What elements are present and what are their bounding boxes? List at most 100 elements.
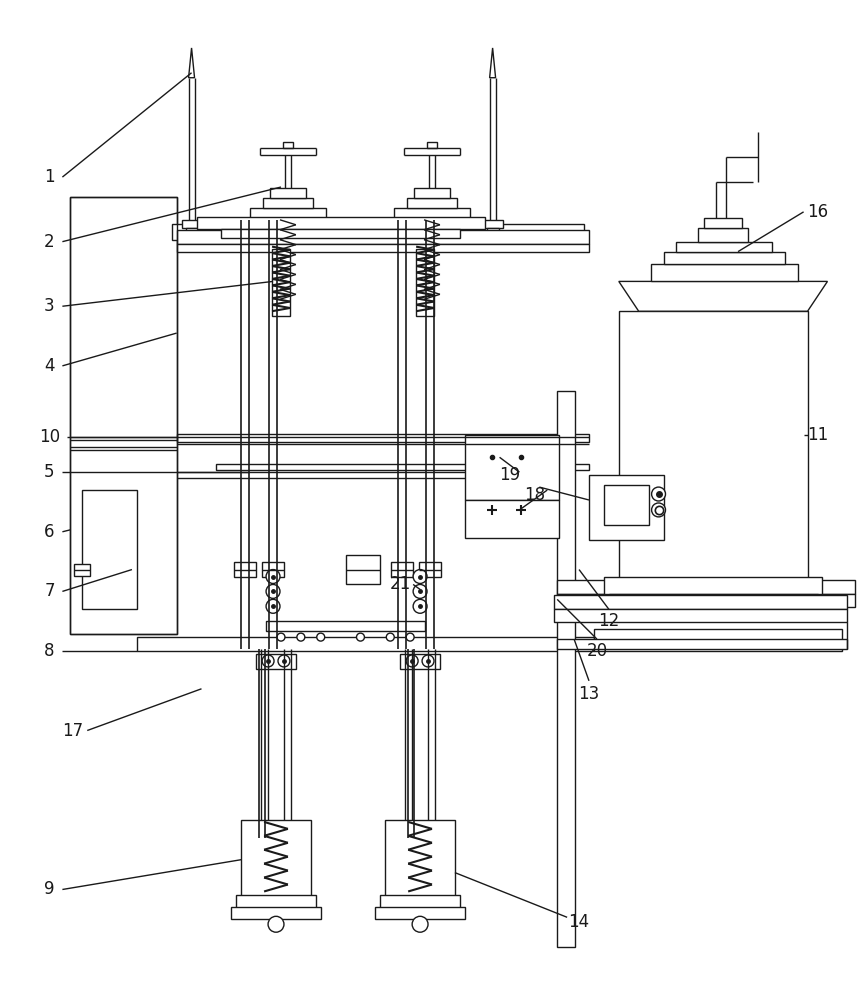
Polygon shape [619, 281, 827, 311]
Bar [427, 142, 437, 148]
Bar [380, 895, 460, 909]
Text: 21: 21 [390, 575, 410, 593]
Bar [231, 907, 320, 919]
Bar [272, 249, 290, 316]
Bar [400, 654, 440, 669]
Bar [171, 224, 584, 240]
Bar [266, 621, 425, 631]
Bar [394, 208, 469, 220]
Bar [704, 218, 742, 228]
Circle shape [278, 655, 290, 667]
Bar [375, 907, 465, 919]
Bar [182, 220, 202, 228]
Circle shape [413, 584, 427, 598]
Bar [391, 562, 413, 577]
Text: 6: 6 [44, 523, 55, 541]
Text: 19: 19 [499, 466, 520, 484]
Circle shape [266, 570, 280, 583]
Bar [482, 220, 502, 228]
Circle shape [386, 633, 394, 641]
Bar [557, 594, 856, 607]
Text: 7: 7 [44, 582, 55, 600]
Bar [487, 228, 499, 234]
Bar [263, 198, 313, 208]
Text: 17: 17 [61, 722, 83, 740]
Bar [283, 142, 293, 148]
Bar [469, 440, 540, 490]
Bar [619, 311, 808, 579]
Bar [70, 197, 177, 634]
Circle shape [268, 916, 284, 932]
Bar [594, 629, 843, 641]
Circle shape [485, 450, 499, 464]
Bar [698, 228, 748, 242]
Bar [346, 555, 380, 584]
Bar [419, 562, 441, 577]
Bar [82, 490, 137, 609]
Circle shape [266, 599, 280, 613]
Bar [557, 391, 575, 947]
Text: 14: 14 [568, 913, 590, 931]
Bar [385, 820, 455, 899]
Bar [74, 564, 90, 576]
Bar [177, 434, 589, 442]
Bar [594, 641, 843, 651]
Bar [242, 820, 311, 899]
Circle shape [406, 655, 418, 667]
Text: 13: 13 [578, 685, 599, 703]
Circle shape [317, 633, 325, 641]
Bar [604, 485, 649, 525]
Circle shape [413, 570, 427, 583]
Circle shape [651, 487, 665, 501]
Bar [256, 654, 296, 669]
Bar [604, 577, 823, 594]
Bar [177, 230, 589, 244]
Text: 11: 11 [807, 426, 828, 444]
Bar [554, 609, 847, 622]
Text: 4: 4 [44, 357, 55, 375]
Bar [185, 228, 197, 234]
Bar [414, 188, 450, 198]
Circle shape [262, 655, 274, 667]
Bar [407, 198, 457, 208]
Text: 12: 12 [598, 612, 619, 630]
Bar [236, 895, 316, 909]
Text: 8: 8 [44, 642, 55, 660]
Text: 18: 18 [524, 486, 545, 504]
Text: 10: 10 [39, 428, 60, 446]
Bar [262, 562, 284, 577]
Circle shape [277, 633, 285, 641]
Bar [216, 464, 589, 470]
Bar [177, 244, 589, 252]
Bar [663, 252, 785, 264]
Bar [416, 249, 434, 316]
Bar [557, 580, 856, 594]
Bar [197, 217, 485, 229]
Bar [554, 595, 847, 609]
Bar [609, 594, 818, 609]
Bar [465, 435, 559, 500]
Circle shape [297, 633, 305, 641]
Text: 9: 9 [44, 880, 55, 898]
Bar [186, 238, 569, 247]
Text: 2: 2 [44, 233, 55, 251]
Bar [540, 487, 574, 512]
Bar [250, 208, 326, 220]
Bar [469, 490, 540, 535]
Circle shape [357, 633, 365, 641]
Bar [235, 562, 256, 577]
Circle shape [413, 599, 427, 613]
Circle shape [266, 584, 280, 598]
Circle shape [651, 503, 665, 517]
Bar [270, 188, 306, 198]
Text: 3: 3 [44, 297, 55, 315]
Circle shape [406, 633, 414, 641]
Text: 16: 16 [807, 203, 828, 221]
Bar [650, 264, 798, 281]
Bar [589, 475, 663, 540]
Circle shape [412, 916, 428, 932]
Bar [137, 637, 594, 651]
Bar [676, 242, 772, 252]
Bar [465, 500, 559, 538]
Circle shape [514, 450, 528, 464]
